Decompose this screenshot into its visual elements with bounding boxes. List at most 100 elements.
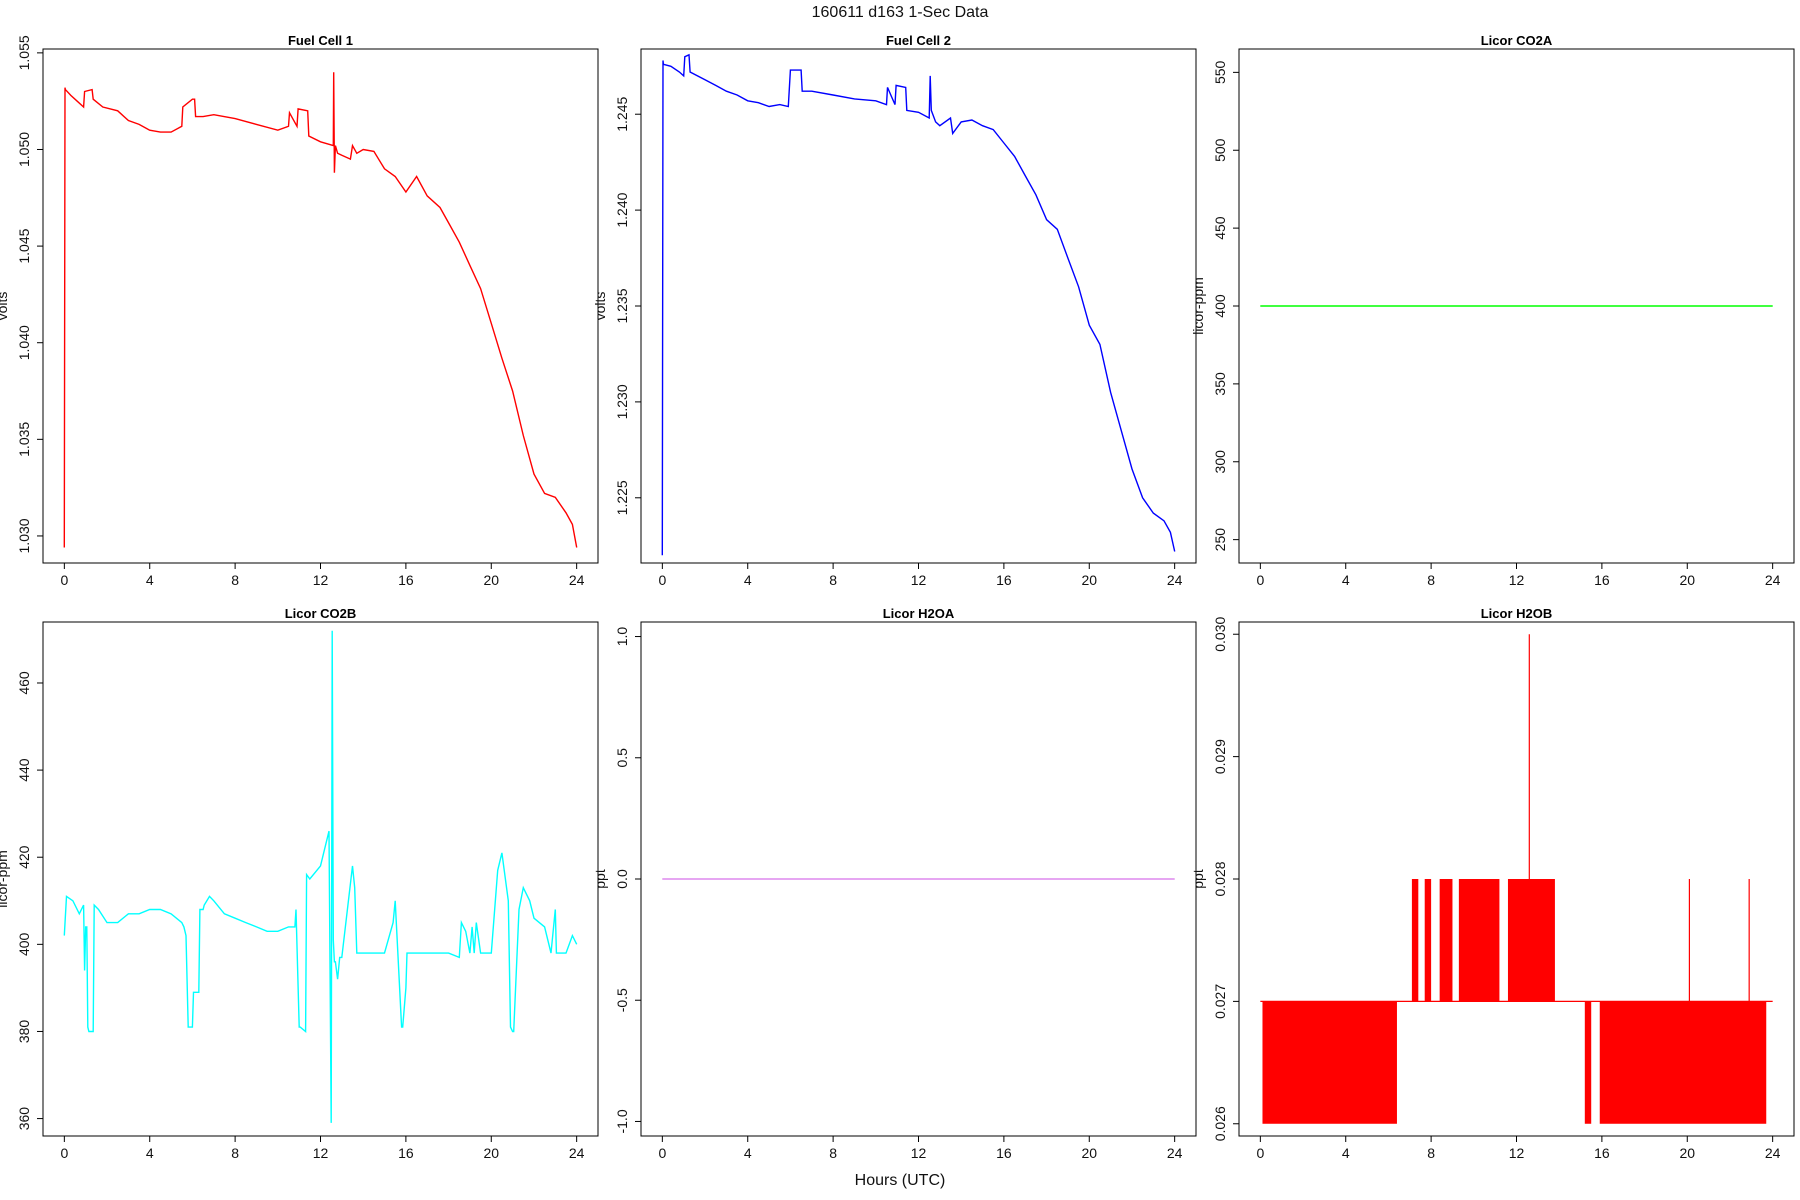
licor-h2ob-dense-band [1584,1001,1592,1124]
licor-co2a-ytick-label: 550 [1212,60,1228,84]
licor-h2ob-xtick-label: 8 [1427,1145,1435,1161]
licor-co2b-ytick-label: 460 [16,671,32,695]
licor-h2ob-ytick-label: 0.029 [1212,739,1228,774]
licor-co2b-ylabel: licor-ppm [0,850,10,908]
fuel-cell-2-xtick-label: 0 [658,572,666,588]
licor-h2ob-dense-band [1424,879,1432,1002]
licor-h2ob-ylabel: ppt [1190,869,1206,889]
licor-co2b-xtick-label: 4 [146,1145,154,1161]
licor-co2b-ytick-label: 380 [16,1020,32,1044]
licor-co2a-ytick-label: 350 [1212,372,1228,396]
fuel-cell-2-xtick-label: 8 [829,572,837,588]
licor-co2b-ytick-label: 440 [16,758,32,782]
x-axis-label: Hours (UTC) [854,1172,946,1189]
fuel-cell-1-ytick-label: 1.055 [16,35,32,70]
fuel-cell-1-ytick-label: 1.030 [16,518,32,553]
fuel-cell-2-ylabel: volts [592,292,608,321]
fuel-cell-1-xtick-label: 8 [231,572,239,588]
fuel-cell-2-ytick-label: 1.240 [614,192,630,227]
licor-h2ob-ytick-label: 0.026 [1212,1106,1228,1141]
fuel-cell-1-xtick-label: 12 [313,572,329,588]
licor-co2b-ytick-label: 420 [16,845,32,869]
licor-co2a-xtick-label: 20 [1679,572,1695,588]
licor-co2b-series-line [63,630,578,1123]
licor-h2oa-title: Licor H2OA [883,606,955,621]
licor-co2b-xtick-label: 20 [483,1145,499,1161]
fuel-cell-2-xtick-label: 4 [744,572,752,588]
fuel-cell-2-series-line [661,53,1176,556]
licor-h2ob-xtick-label: 20 [1679,1145,1695,1161]
licor-h2oa-xtick-label: 16 [996,1145,1012,1161]
licor-co2a-xtick-label: 4 [1342,572,1350,588]
fuel-cell-2-ytick-label: 1.235 [614,288,630,323]
page-title: 160611 d163 1-Sec Data [0,4,1800,22]
fuel-cell-1-title: Fuel Cell 1 [288,33,353,48]
licor-co2a-xtick-label: 12 [1509,572,1525,588]
licor-h2ob-dense-band [1458,879,1500,1002]
licor-co2a-ytick-label: 500 [1212,138,1228,162]
fuel-cell-2-xtick-label: 20 [1081,572,1097,588]
licor-co2a-ytick-label: 250 [1212,528,1228,552]
licor-h2ob-dense-band [1439,879,1453,1002]
fuel-cell-2-title: Fuel Cell 2 [886,33,951,48]
fuel-cell-1-ytick-label: 1.040 [16,325,32,360]
fuel-cell-1-series-line [63,72,578,548]
licor-co2a-ytick-label: 400 [1212,294,1228,318]
licor-h2ob-xtick-label: 0 [1256,1145,1264,1161]
licor-h2oa-ytick-label: 0.5 [614,748,630,768]
licor-h2ob-ytick-label: 0.028 [1212,861,1228,896]
licor-h2oa-xtick-label: 20 [1081,1145,1097,1161]
licor-h2oa-xtick-label: 8 [829,1145,837,1161]
fuel-cell-1-xtick-label: 4 [146,572,154,588]
licor-h2ob-dense-band [1411,879,1419,1002]
licor-h2ob-xtick-label: 16 [1594,1145,1610,1161]
licor-h2oa-ytick-label: 1.0 [614,627,630,647]
licor-co2a-ytick-label: 300 [1212,450,1228,474]
title-date: 160611 [811,4,864,21]
fuel-cell-1-xtick-label: 24 [569,572,585,588]
fuel-cell-2-xtick-label: 16 [996,572,1012,588]
licor-h2oa-ytick-label: -1.0 [614,1109,630,1133]
licor-h2oa-ytick-label: 0.0 [614,869,630,889]
fuel-cell-2-ytick-label: 1.225 [614,480,630,515]
title-day: d163 [868,4,904,21]
fuel-cell-1-plot-frame [42,48,599,564]
licor-h2ob-ytick-label: 0.027 [1212,984,1228,1019]
fuel-cell-1-ytick-label: 1.045 [16,228,32,263]
fuel-cell-1-xtick-label: 16 [398,572,414,588]
licor-co2a-xtick-label: 16 [1594,572,1610,588]
licor-co2a-xtick-label: 24 [1765,572,1781,588]
fuel-cell-1-ylabel: volts [0,292,10,321]
licor-co2a-ytick-label: 450 [1212,216,1228,240]
licor-co2b-xtick-label: 16 [398,1145,414,1161]
licor-h2oa-xtick-label: 4 [744,1145,752,1161]
title-resolution: 1-Sec Data [908,4,989,21]
licor-h2oa-ytick-label: -0.5 [614,988,630,1012]
fuel-cell-2-xtick-label: 24 [1167,572,1183,588]
licor-h2ob-xtick-label: 12 [1509,1145,1525,1161]
fuel-cell-2-xtick-label: 12 [911,572,927,588]
fuel-cell-1-ytick-label: 1.035 [16,422,32,457]
licor-co2b-xtick-label: 12 [313,1145,329,1161]
fuel-cell-1-ytick-label: 1.050 [16,132,32,167]
licor-co2a-xtick-label: 8 [1427,572,1435,588]
licor-h2ob-ytick-label: 0.030 [1212,617,1228,652]
licor-co2b-plot-frame [42,621,599,1137]
licor-co2a-ylabel: licor-ppm [1190,277,1206,335]
licor-co2b-xtick-label: 8 [231,1145,239,1161]
licor-co2b-xtick-label: 0 [60,1145,68,1161]
licor-co2b-ytick-label: 360 [16,1107,32,1131]
licor-h2oa-xtick-label: 24 [1167,1145,1183,1161]
licor-h2ob-xtick-label: 4 [1342,1145,1350,1161]
licor-h2ob-title: Licor H2OB [1481,606,1553,621]
fuel-cell-2-ytick-label: 1.245 [614,96,630,131]
licor-co2b-ytick-label: 400 [16,932,32,956]
fuel-cell-2-ytick-label: 1.230 [614,384,630,419]
licor-h2oa-xtick-label: 12 [911,1145,927,1161]
licor-co2b-title: Licor CO2B [285,606,357,621]
licor-h2ob-dense-band [1262,1001,1397,1124]
licor-h2ob-xtick-label: 24 [1765,1145,1781,1161]
fuel-cell-1-xtick-label: 0 [60,572,68,588]
licor-h2ob-dense-band [1599,1001,1767,1124]
